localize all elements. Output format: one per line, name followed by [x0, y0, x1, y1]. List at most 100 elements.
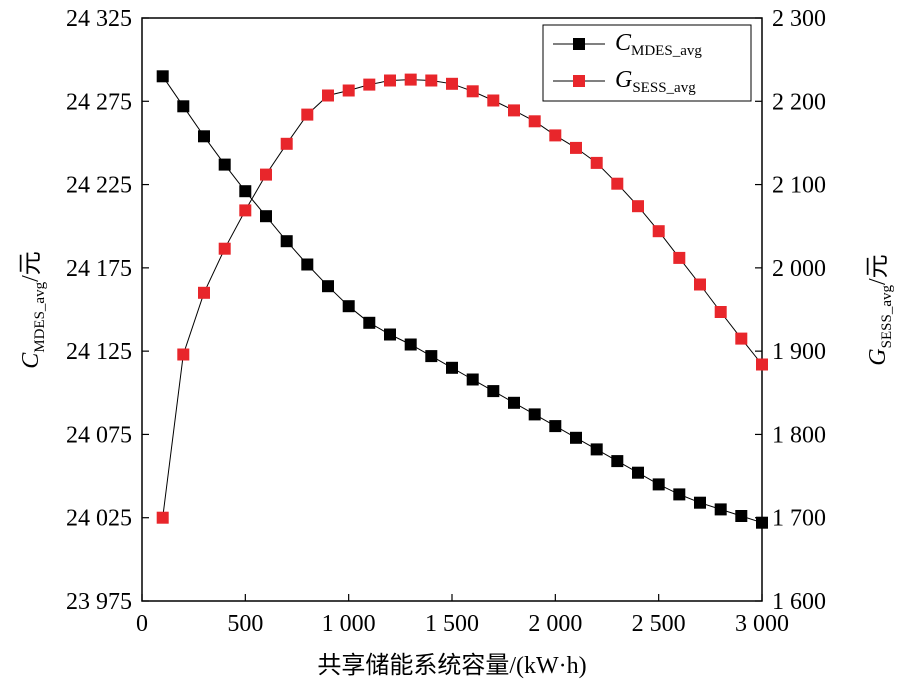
left-tick-label: 24 125	[66, 339, 132, 365]
legend: CMDES_avg GSESS_avg	[542, 24, 752, 102]
data-point-g-sess	[404, 73, 417, 86]
legend-marker-g-sess	[573, 75, 585, 87]
x-tick-label: 500	[227, 611, 263, 637]
x-tick-label: 2 500	[632, 611, 686, 637]
data-point-g-sess	[652, 225, 665, 238]
right-axis-ticks: 1 600 1 700 1 800 1 900 2 000 2 100 2 200 2 300	[755, 6, 826, 615]
data-point-c-mdes	[735, 510, 748, 522]
data-point-c-mdes	[673, 488, 686, 501]
data-point-c-mdes	[714, 503, 727, 516]
data-point-c-mdes	[570, 431, 582, 444]
plot-frame	[141, 17, 763, 602]
data-point-c-mdes	[549, 420, 562, 433]
left-tick-label: 24 175	[66, 256, 132, 282]
data-point-g-sess	[177, 348, 190, 361]
data-point-g-sess	[218, 242, 231, 255]
data-point-c-mdes	[384, 328, 396, 341]
right-axis-title: GSESS_avg/元	[865, 254, 895, 365]
right-tick-label: 1 600	[772, 589, 826, 615]
right-tick-label: 2 100	[772, 173, 826, 199]
left-tick-label: 24 275	[66, 89, 132, 115]
data-point-c-mdes	[446, 361, 458, 374]
left-axis-title: CMDES_avg/元	[18, 251, 48, 369]
right-tick-label: 2 000	[772, 256, 826, 282]
data-point-g-sess	[342, 84, 355, 97]
left-axis-ticks: 23 975 24 025 24 075 24 125 24 175 24 225 24 2…	[66, 6, 149, 615]
x-tick-label: 1 500	[425, 611, 479, 637]
data-point-c-mdes	[156, 70, 169, 83]
left-tick-label: 24 025	[66, 506, 132, 532]
series-line-c-mdes	[162, 76, 763, 524]
data-point-c-mdes	[632, 466, 644, 479]
data-point-g-sess	[280, 137, 293, 150]
data-point-g-sess	[611, 177, 624, 190]
data-point-c-mdes	[280, 235, 293, 248]
data-point-g-sess	[735, 332, 748, 345]
data-point-g-sess	[156, 511, 169, 524]
data-point-c-mdes	[694, 496, 706, 509]
data-point-c-mdes	[404, 338, 417, 351]
data-point-c-mdes	[260, 210, 272, 223]
left-tick-label: 24 075	[66, 422, 132, 448]
legend-box	[542, 24, 752, 102]
data-point-c-mdes	[508, 396, 520, 409]
data-point-g-sess	[528, 115, 541, 128]
left-tick-label: 24 225	[66, 173, 132, 199]
data-point-g-sess	[694, 278, 706, 291]
x-tick-label: 2 000	[528, 611, 582, 637]
right-tick-label: 2 300	[772, 6, 826, 32]
data-point-g-sess	[570, 141, 582, 154]
data-point-g-sess	[384, 74, 396, 87]
series-layer	[156, 70, 768, 529]
data-point-c-mdes	[301, 258, 314, 271]
right-tick-label: 2 200	[772, 89, 826, 115]
data-point-c-mdes	[611, 455, 624, 468]
data-point-c-mdes	[590, 443, 603, 456]
data-point-c-mdes	[342, 300, 355, 313]
data-point-g-sess	[673, 251, 686, 264]
data-point-c-mdes	[756, 516, 768, 529]
data-point-c-mdes	[363, 316, 376, 329]
data-point-c-mdes	[652, 478, 665, 491]
data-point-g-sess	[590, 156, 603, 169]
data-point-g-sess	[239, 204, 252, 217]
data-point-c-mdes	[425, 350, 438, 363]
data-point-g-sess	[487, 94, 500, 107]
data-point-c-mdes	[239, 185, 252, 198]
legend-marker-c-mdes	[573, 38, 585, 50]
data-point-c-mdes	[528, 408, 541, 421]
data-point-g-sess	[466, 85, 479, 98]
right-tick-label: 1 700	[772, 506, 826, 532]
data-point-g-sess	[446, 77, 458, 90]
data-point-g-sess	[301, 108, 314, 121]
legend-label-g-sess: GSESS_avg	[615, 67, 696, 96]
data-point-g-sess	[363, 78, 376, 91]
x-tick-label: 0	[136, 611, 148, 637]
legend-label-c-mdes: CMDES_avg	[615, 30, 702, 59]
data-point-c-mdes	[218, 158, 231, 171]
left-tick-label: 23 975	[66, 589, 132, 615]
x-axis-title: 共享储能系统容量/(kW·h)	[317, 652, 586, 679]
x-tick-label: 3 000	[735, 611, 789, 637]
right-tick-label: 1 800	[772, 422, 826, 448]
data-point-c-mdes	[466, 373, 479, 386]
data-point-c-mdes	[177, 100, 190, 113]
data-point-c-mdes	[322, 280, 334, 293]
x-axis-ticks: 0 500 1 000 1 500 2 000 2 500 3 000	[136, 594, 789, 637]
x-tick-label: 1 000	[322, 611, 376, 637]
data-point-c-mdes	[487, 385, 500, 398]
data-point-g-sess	[549, 129, 562, 142]
data-point-g-sess	[632, 200, 644, 213]
data-point-c-mdes	[198, 130, 210, 143]
series-line-g-sess	[162, 79, 763, 518]
data-point-g-sess	[508, 104, 520, 117]
data-point-g-sess	[260, 168, 272, 181]
right-tick-label: 1 900	[772, 339, 826, 365]
data-point-g-sess	[322, 89, 334, 102]
left-tick-label: 24 325	[66, 6, 132, 32]
data-point-g-sess	[198, 286, 210, 299]
data-point-g-sess	[714, 306, 727, 318]
data-point-g-sess	[425, 74, 438, 87]
data-point-g-sess	[756, 358, 768, 371]
